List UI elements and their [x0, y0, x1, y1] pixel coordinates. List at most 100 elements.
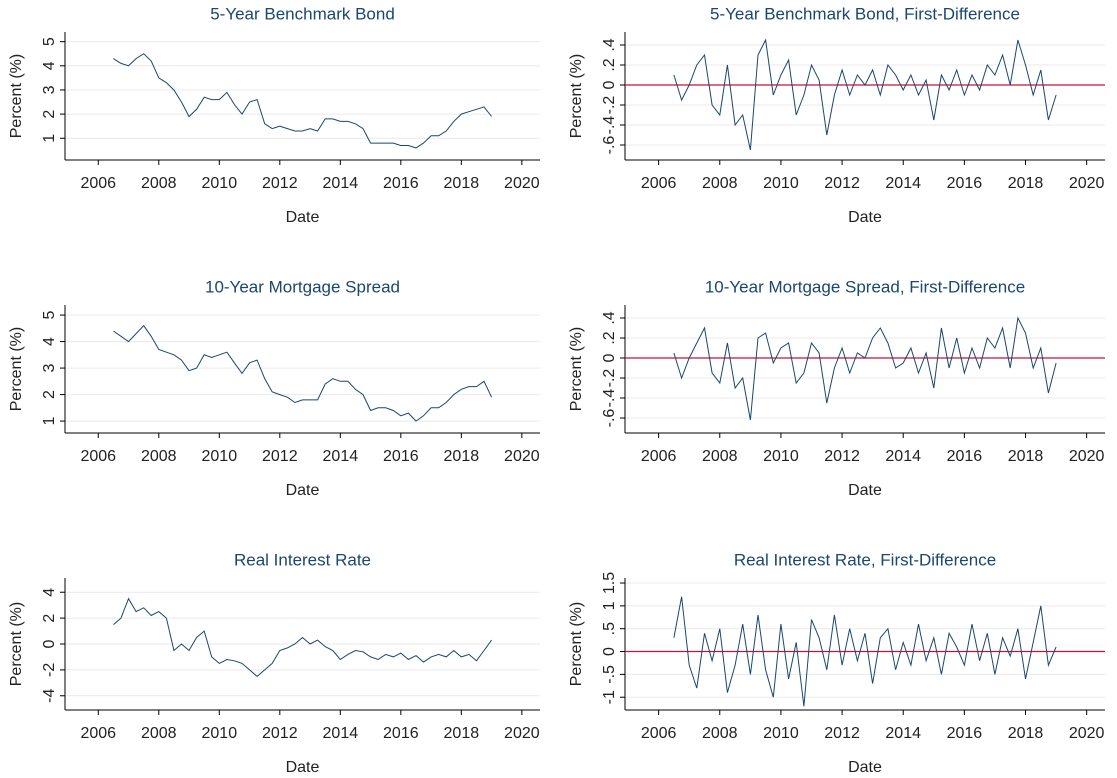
y-tick-label: -.6	[601, 136, 618, 155]
y-tick-label: -.5	[601, 665, 618, 684]
x-tick-label: 2014	[885, 175, 921, 192]
x-tick-label: 2016	[383, 175, 419, 192]
y-axis-label: Percent (%)	[8, 327, 25, 411]
x-tick-label: 2018	[1008, 725, 1044, 742]
x-tick-label: 2006	[80, 175, 116, 192]
y-tick-label: 0	[601, 353, 618, 362]
y-tick-label: -.6	[601, 409, 618, 428]
x-tick-label: 2006	[641, 175, 677, 192]
x-tick-label: 2012	[824, 448, 860, 465]
x-tick-label: 2010	[763, 725, 799, 742]
x-axis-label: Date	[848, 482, 882, 499]
y-tick-label: -1	[601, 690, 618, 704]
x-tick-label: 2014	[323, 448, 359, 465]
x-tick-label: 2012	[262, 725, 298, 742]
x-tick-label: 2008	[141, 448, 177, 465]
chart-title: 5-Year Benchmark Bond	[210, 4, 395, 23]
y-tick-label: -.2	[601, 369, 618, 388]
y-tick-label: 3	[41, 85, 58, 94]
y-tick-label: 2	[41, 390, 58, 399]
x-tick-label: 2014	[885, 448, 921, 465]
x-tick-label: 2018	[444, 725, 480, 742]
y-tick-label: .2	[601, 331, 618, 344]
x-tick-label: 2010	[763, 175, 799, 192]
data-line	[113, 53, 492, 149]
x-axis-label: Date	[286, 209, 320, 226]
x-tick-label: 2006	[80, 725, 116, 742]
x-tick-label: 2006	[80, 448, 116, 465]
y-tick-label: .5	[601, 622, 618, 635]
x-axis-label: Date	[848, 209, 882, 226]
x-tick-label: 2010	[202, 725, 238, 742]
x-tick-label: 2006	[641, 725, 677, 742]
chart-title: 5-Year Benchmark Bond, First-Difference	[710, 4, 1020, 23]
y-tick-label: -.4	[601, 116, 618, 135]
y-tick-label: 4	[41, 588, 58, 597]
x-tick-label: 2020	[504, 175, 540, 192]
y-tick-label: 3	[41, 364, 58, 373]
x-tick-label: 2010	[202, 448, 238, 465]
x-tick-label: 2016	[947, 175, 983, 192]
x-axis-label: Date	[848, 759, 882, 776]
y-tick-label: 0	[601, 80, 618, 89]
x-tick-label: 2016	[947, 448, 983, 465]
y-tick-label: -.2	[601, 96, 618, 115]
chart-title: Real Interest Rate, First-Difference	[734, 550, 996, 569]
x-tick-label: 2020	[1069, 448, 1105, 465]
x-tick-label: 2008	[141, 725, 177, 742]
y-tick-label: -2	[41, 663, 58, 677]
data-line	[673, 596, 1057, 707]
chart-title: 10-Year Mortgage Spread	[205, 277, 400, 296]
y-axis-label: Percent (%)	[568, 327, 585, 411]
data-line	[113, 597, 493, 678]
x-tick-label: 2014	[885, 725, 921, 742]
y-tick-label: .2	[601, 58, 618, 71]
x-tick-label: 2008	[702, 448, 738, 465]
x-tick-label: 2020	[504, 725, 540, 742]
y-tick-label: .4	[601, 311, 618, 324]
data-line	[113, 324, 493, 422]
y-axis-label: Percent (%)	[8, 602, 25, 686]
chart-title: Real Interest Rate	[234, 550, 371, 569]
data-line	[673, 316, 1057, 421]
x-axis-label: Date	[286, 759, 320, 776]
x-tick-label: 2016	[383, 448, 419, 465]
y-tick-label: 0	[601, 647, 618, 656]
y-tick-label: 4	[41, 337, 58, 346]
x-tick-label: 2018	[444, 448, 480, 465]
x-tick-label: 2014	[323, 175, 359, 192]
x-tick-label: 2012	[262, 175, 298, 192]
data-line	[673, 38, 1057, 151]
x-tick-label: 2006	[641, 448, 677, 465]
y-tick-label: 5	[41, 37, 58, 46]
y-tick-label: 2	[41, 110, 58, 119]
x-tick-label: 2014	[323, 725, 359, 742]
x-tick-label: 2008	[702, 725, 738, 742]
x-tick-label: 2010	[763, 448, 799, 465]
y-tick-label: 1	[41, 417, 58, 426]
y-tick-label: 1.5	[601, 572, 618, 594]
x-tick-label: 2010	[202, 175, 238, 192]
y-tick-label: 5	[41, 311, 58, 320]
y-tick-label: 2	[41, 614, 58, 623]
x-tick-label: 2020	[1069, 175, 1105, 192]
x-tick-label: 2016	[383, 725, 419, 742]
y-tick-label: .4	[601, 38, 618, 51]
x-tick-label: 2018	[1008, 448, 1044, 465]
x-tick-label: 2012	[824, 725, 860, 742]
x-tick-label: 2008	[141, 175, 177, 192]
y-axis-label: Percent (%)	[568, 54, 585, 138]
x-tick-label: 2020	[1069, 725, 1105, 742]
x-tick-label: 2018	[1008, 175, 1044, 192]
x-tick-label: 2008	[702, 175, 738, 192]
x-tick-label: 2012	[262, 448, 298, 465]
y-tick-label: -.4	[601, 389, 618, 408]
x-tick-label: 2016	[947, 725, 983, 742]
x-tick-label: 2012	[824, 175, 860, 192]
x-axis-label: Date	[286, 482, 320, 499]
y-axis-label: Percent (%)	[568, 602, 585, 686]
y-tick-label: 0	[41, 639, 58, 648]
chart-title: 10-Year Mortgage Spread, First-Differenc…	[705, 277, 1025, 296]
y-tick-label: 4	[41, 61, 58, 70]
